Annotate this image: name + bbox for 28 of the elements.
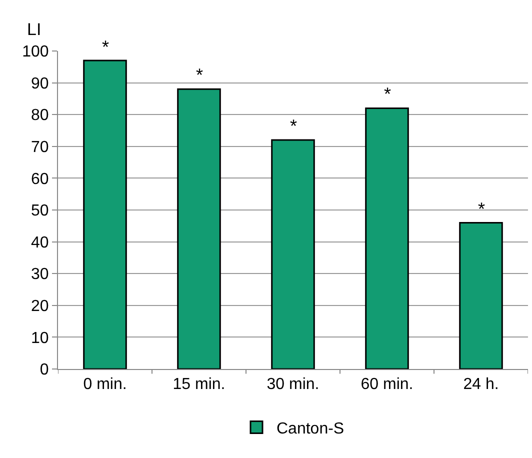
y-tick-label: 80 — [31, 107, 49, 124]
annotation: * — [384, 84, 392, 104]
x-tick-label: 60 min. — [360, 376, 414, 394]
x-tick-label: 15 min. — [172, 376, 226, 394]
annotation: * — [478, 199, 486, 219]
y-axis-title: LI — [27, 20, 42, 39]
x-tick-label: 24 h. — [463, 376, 499, 394]
y-tick-label: 0 — [40, 362, 49, 379]
y-tick-label: 90 — [31, 75, 49, 92]
y-tick-label: 40 — [31, 234, 49, 252]
y-tick-label: 100 — [22, 44, 49, 61]
bar — [365, 107, 409, 369]
bar — [271, 139, 315, 369]
x-tick-label: 0 min. — [83, 376, 127, 394]
y-tick-label: 60 — [31, 170, 49, 188]
bar — [177, 88, 221, 369]
y-tick-label: 70 — [31, 139, 49, 156]
bar — [83, 60, 127, 369]
legend-label: Canton-S — [276, 420, 344, 438]
x-tick-label: 30 min. — [266, 376, 320, 394]
annotation: * — [290, 116, 298, 136]
y-tick-label: 10 — [31, 330, 49, 347]
bar — [459, 222, 503, 369]
y-tick-label: 30 — [31, 266, 49, 284]
annotation: * — [196, 65, 204, 85]
y-tick-label: 50 — [31, 202, 49, 220]
annotation: * — [102, 37, 110, 57]
y-tick-label: 20 — [31, 298, 49, 315]
